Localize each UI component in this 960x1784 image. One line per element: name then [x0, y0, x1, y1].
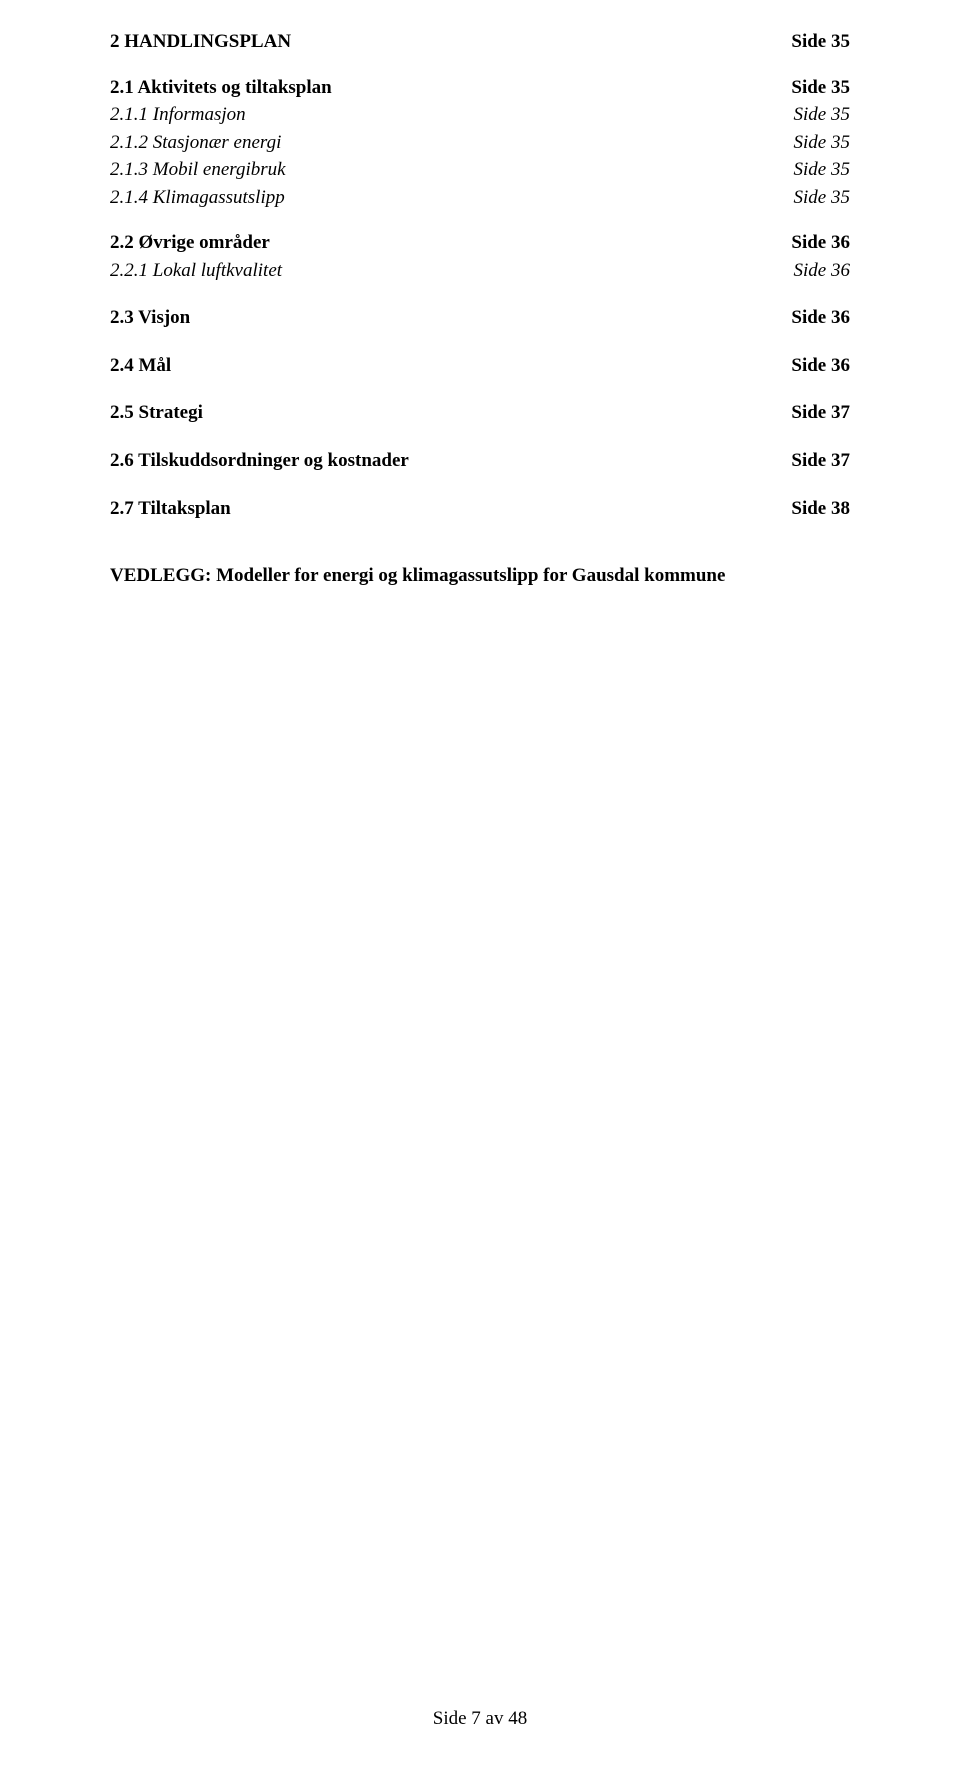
toc-page: Side 36 [771, 304, 850, 332]
toc-label: VEDLEGG: Modeller for energi og klimagas… [110, 562, 725, 590]
toc-label: 2.1.3 Mobil energibruk [110, 156, 286, 184]
toc-section-2-3: 2.3 Visjon Side 36 [110, 304, 850, 332]
toc-label: 2.1.1 Informasjon [110, 101, 246, 129]
toc-page: Side 35 [774, 129, 850, 157]
toc-appendix: VEDLEGG: Modeller for energi og klimagas… [110, 562, 850, 590]
toc-heading-2: 2 HANDLINGSPLAN Side 35 [110, 28, 850, 56]
toc-label: 2.5 Strategi [110, 399, 203, 427]
toc-page: Side 37 [771, 447, 850, 475]
table-of-contents: 2 HANDLINGSPLAN Side 35 2.1 Aktivitets o… [110, 28, 850, 590]
toc-page: Side 37 [771, 399, 850, 427]
toc-page: Side 36 [774, 257, 850, 285]
toc-page: Side 36 [771, 229, 850, 257]
toc-section-2-6: 2.6 Tilskuddsordninger og kostnader Side… [110, 447, 850, 475]
toc-section-2-5: 2.5 Strategi Side 37 [110, 399, 850, 427]
page-footer: Side 7 av 48 [0, 1708, 960, 1730]
toc-label: 2.6 Tilskuddsordninger og kostnader [110, 447, 409, 475]
toc-subsection-2-2-1: 2.2.1 Lokal luftkvalitet Side 36 [110, 257, 850, 285]
toc-label: 2 HANDLINGSPLAN [110, 28, 291, 56]
toc-page: Side 38 [771, 495, 850, 523]
toc-label: 2.4 Mål [110, 352, 171, 380]
toc-page: Side 35 [774, 156, 850, 184]
toc-label: 2.3 Visjon [110, 304, 190, 332]
toc-section-2-7: 2.7 Tiltaksplan Side 38 [110, 495, 850, 523]
toc-page: Side 35 [771, 28, 850, 56]
page-number: Side 7 av 48 [433, 1708, 527, 1729]
toc-page: Side 35 [771, 74, 850, 102]
toc-section-2-4: 2.4 Mål Side 36 [110, 352, 850, 380]
toc-label: 2.2.1 Lokal luftkvalitet [110, 257, 282, 285]
toc-page: Side 36 [771, 352, 850, 380]
toc-label: 2.7 Tiltaksplan [110, 495, 231, 523]
toc-label: 2.1.2 Stasjonær energi [110, 129, 281, 157]
toc-subsection-2-1-3: 2.1.3 Mobil energibruk Side 35 [110, 156, 850, 184]
toc-page: Side 35 [774, 184, 850, 212]
toc-subsection-2-1-1: 2.1.1 Informasjon Side 35 [110, 101, 850, 129]
toc-section-2-1: 2.1 Aktivitets og tiltaksplan Side 35 [110, 74, 850, 102]
toc-subsection-2-1-2: 2.1.2 Stasjonær energi Side 35 [110, 129, 850, 157]
toc-page: Side 35 [774, 101, 850, 129]
toc-label: 2.2 Øvrige områder [110, 229, 270, 257]
toc-label: 2.1.4 Klimagassutslipp [110, 184, 285, 212]
toc-subsection-2-1-4: 2.1.4 Klimagassutslipp Side 35 [110, 184, 850, 212]
toc-label: 2.1 Aktivitets og tiltaksplan [110, 74, 332, 102]
toc-section-2-2: 2.2 Øvrige områder Side 36 [110, 229, 850, 257]
